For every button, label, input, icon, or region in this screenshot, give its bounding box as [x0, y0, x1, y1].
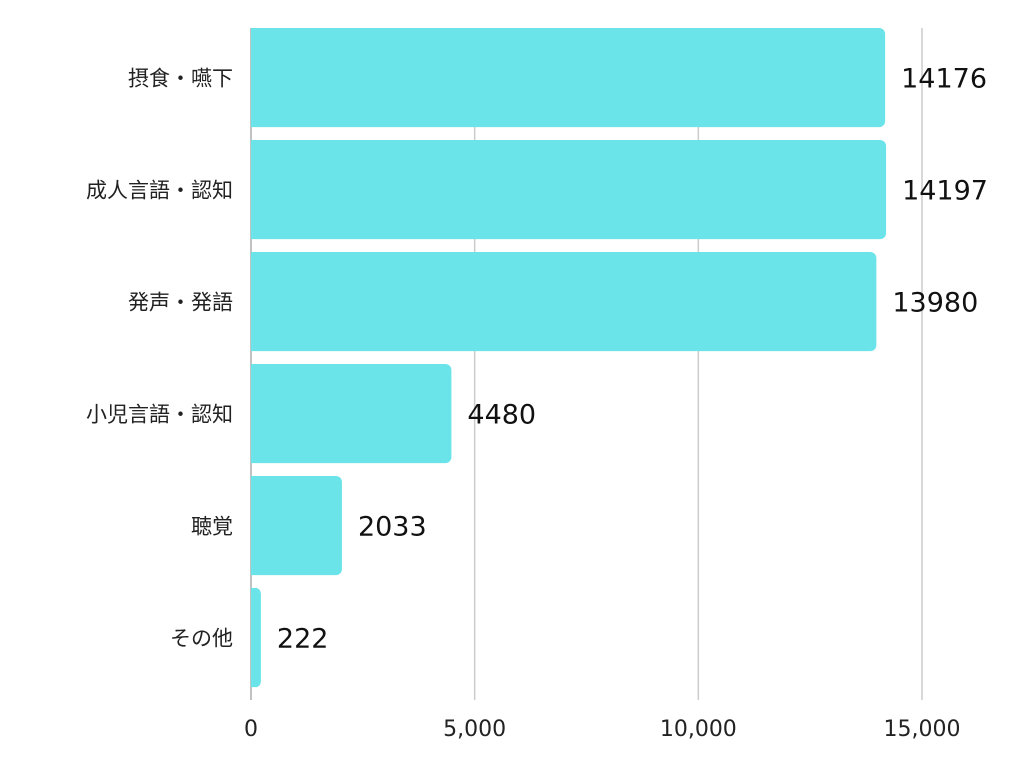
- bar-edge: [251, 364, 257, 464]
- label-layer: 摂食・嚥下 14176 成人言語・認知 14197 発声・発語 13980 小児言語・認知 4…: [86, 64, 988, 655]
- bar-layer: [251, 28, 887, 688]
- data-label: 2033: [358, 512, 427, 543]
- data-label: 14197: [902, 176, 988, 207]
- bar-edge: [251, 588, 257, 688]
- data-label: 222: [277, 624, 329, 655]
- x-axis-ticks: 0 5,000 10,000 15,000: [244, 717, 960, 742]
- x-tick-label: 15,000: [884, 717, 961, 742]
- x-tick-label: 10,000: [660, 717, 737, 742]
- category-label: その他: [170, 627, 233, 651]
- data-label: 4480: [467, 400, 536, 431]
- category-label: 発声・発語: [128, 291, 233, 315]
- data-label: 14176: [901, 64, 987, 95]
- bar-edge: [251, 140, 257, 240]
- data-label: 13980: [892, 288, 978, 319]
- bar: [251, 28, 886, 128]
- bar-edge: [251, 28, 257, 128]
- category-label: 小児言語・認知: [86, 403, 233, 427]
- bar: [251, 252, 877, 352]
- bar: [251, 140, 887, 240]
- x-tick-label: 5,000: [443, 717, 506, 742]
- category-label: 聴覚: [191, 515, 233, 539]
- x-tick-label: 0: [244, 717, 258, 742]
- category-label: 摂食・嚥下: [128, 67, 233, 91]
- bar: [251, 476, 342, 576]
- category-label: 成人言語・認知: [86, 179, 233, 203]
- bar-edge: [251, 252, 257, 352]
- bar: [251, 364, 452, 464]
- bar-edge: [251, 476, 257, 576]
